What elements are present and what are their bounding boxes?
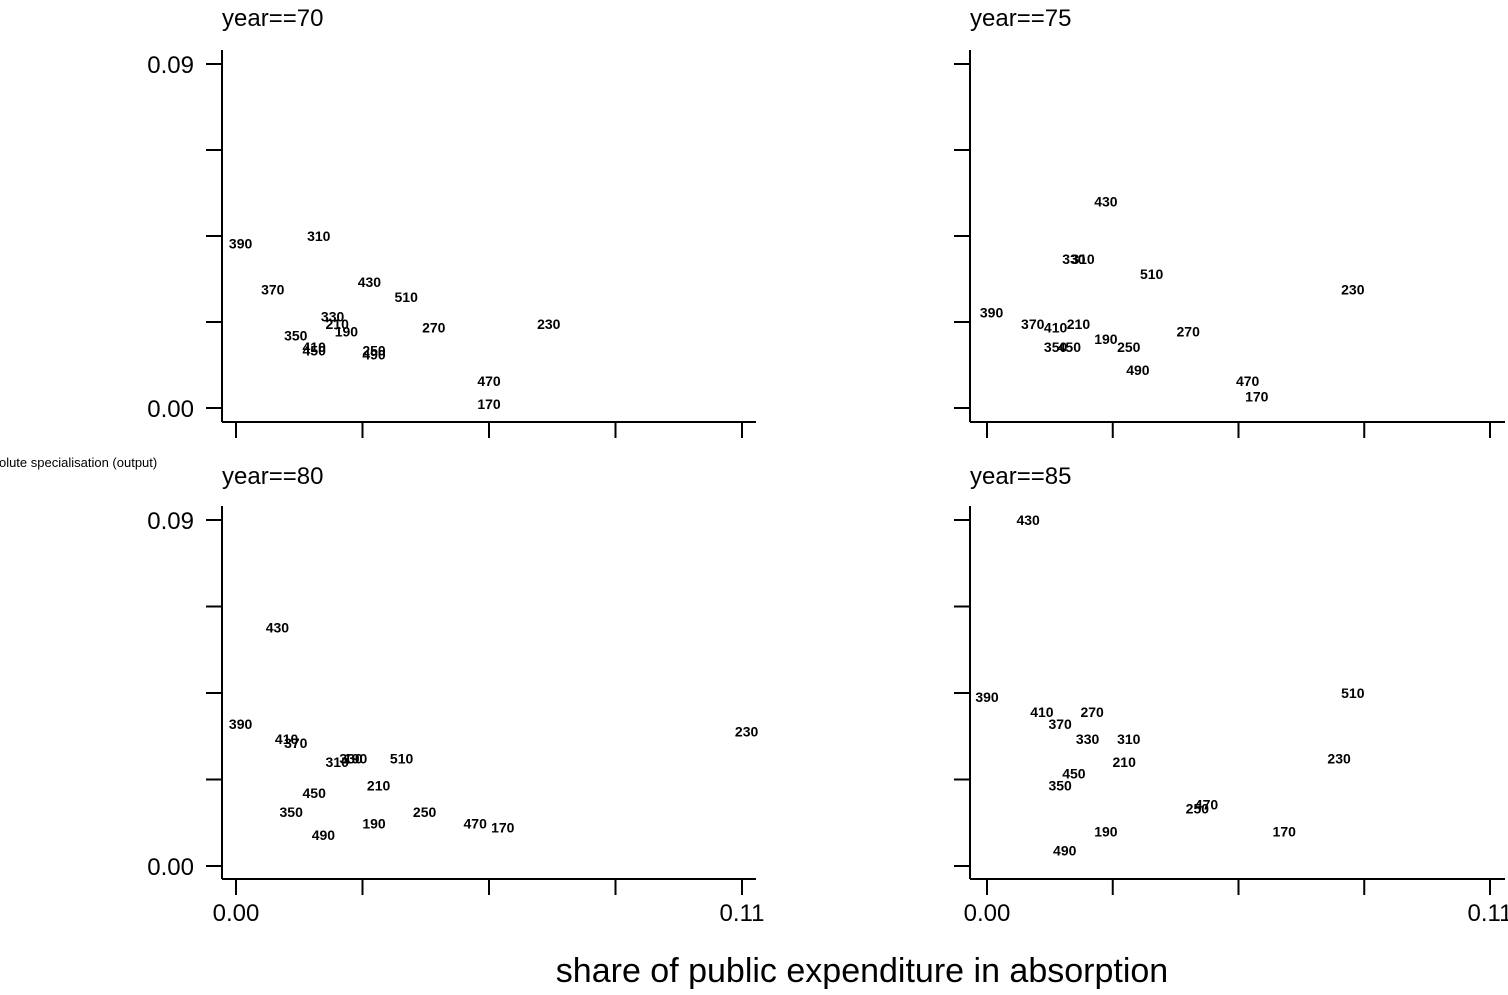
point-label-430: 430 bbox=[1016, 512, 1040, 528]
point-label-490: 490 bbox=[312, 827, 336, 843]
point-label-510: 510 bbox=[1341, 685, 1365, 701]
point-label-210: 210 bbox=[1067, 316, 1091, 332]
y-tick-label: 0.00 bbox=[147, 854, 194, 881]
point-label-430: 430 bbox=[1094, 194, 1118, 210]
point-label-410: 410 bbox=[1044, 320, 1068, 336]
point-label-350: 350 bbox=[284, 327, 308, 343]
point-label-170: 170 bbox=[477, 396, 501, 412]
y-axis-title: absolute specialisation (output) bbox=[0, 455, 157, 470]
point-label-210: 210 bbox=[326, 316, 350, 332]
point-label-470: 470 bbox=[477, 373, 501, 389]
point-label-190: 190 bbox=[344, 750, 368, 766]
x-tick-label: 0.00 bbox=[964, 900, 1011, 927]
point-label-170: 170 bbox=[491, 820, 515, 836]
y-tick-label: 0.00 bbox=[147, 396, 194, 423]
point-label-450: 450 bbox=[1062, 766, 1086, 782]
panel-title: year==80 bbox=[222, 463, 323, 490]
panel-title: year==70 bbox=[222, 5, 323, 32]
point-label-330: 330 bbox=[1076, 731, 1100, 747]
point-label-510: 510 bbox=[390, 750, 414, 766]
point-label-350: 350 bbox=[280, 804, 304, 820]
point-label-270: 270 bbox=[422, 320, 446, 336]
x-tick-label: 0.00 bbox=[213, 900, 260, 927]
point-label-250: 250 bbox=[1117, 339, 1141, 355]
point-label-330: 330 bbox=[339, 750, 363, 766]
point-label-390: 390 bbox=[229, 716, 253, 732]
point-label-230: 230 bbox=[1341, 282, 1365, 298]
point-label-410: 410 bbox=[1030, 704, 1054, 720]
point-label-270: 270 bbox=[1177, 324, 1201, 340]
point-label-190: 190 bbox=[1094, 823, 1118, 839]
point-label-310: 310 bbox=[1071, 251, 1095, 267]
point-label-170: 170 bbox=[1273, 823, 1297, 839]
point-label-310: 310 bbox=[307, 228, 331, 244]
point-label-250: 250 bbox=[362, 343, 386, 359]
point-label-210: 210 bbox=[1113, 754, 1137, 770]
x-axis-title: share of public expenditure in absorptio… bbox=[556, 952, 1168, 990]
point-label-490: 490 bbox=[1126, 362, 1150, 378]
point-label-330: 330 bbox=[1062, 251, 1086, 267]
point-label-410: 410 bbox=[303, 339, 327, 355]
point-label-310: 310 bbox=[1117, 731, 1141, 747]
point-label-230: 230 bbox=[1327, 750, 1351, 766]
point-label-470: 470 bbox=[1236, 373, 1260, 389]
point-label-370: 370 bbox=[1021, 316, 1045, 332]
panel-title: year==75 bbox=[970, 5, 1071, 32]
point-label-410: 410 bbox=[275, 731, 299, 747]
panel-1: year==70 0.00 0.09 390 310 370 430 510 330210190… bbox=[147, 5, 756, 438]
point-label-350: 350 bbox=[1048, 777, 1072, 793]
point-label-250: 250 bbox=[1186, 800, 1210, 816]
point-label-250: 250 bbox=[413, 804, 437, 820]
point-label-510: 510 bbox=[1140, 266, 1164, 282]
x-tick-label: 0.11 bbox=[720, 900, 765, 927]
point-label-450: 450 bbox=[303, 785, 327, 801]
point-label-330: 330 bbox=[321, 308, 345, 324]
point-label-230: 230 bbox=[537, 316, 561, 332]
point-label-450: 450 bbox=[303, 343, 327, 359]
y-tick-label: 0.09 bbox=[147, 508, 194, 535]
point-label-310: 310 bbox=[326, 754, 350, 770]
point-label-370: 370 bbox=[1048, 716, 1072, 732]
x-tick-label: 0.11 bbox=[1468, 900, 1508, 927]
point-label-490: 490 bbox=[1053, 843, 1077, 859]
point-label-390: 390 bbox=[980, 304, 1004, 320]
point-label-470: 470 bbox=[464, 816, 488, 832]
point-label-430: 430 bbox=[266, 620, 290, 636]
point-label-370: 370 bbox=[284, 735, 308, 751]
panel-title: year==85 bbox=[970, 463, 1071, 490]
point-label-490: 490 bbox=[362, 346, 386, 362]
point-label-190: 190 bbox=[335, 324, 359, 340]
point-label-170: 170 bbox=[1245, 389, 1269, 405]
point-label-350: 350 bbox=[1044, 339, 1068, 355]
point-label-390: 390 bbox=[229, 236, 253, 252]
point-label-210: 210 bbox=[367, 777, 391, 793]
y-tick-label: 0.09 bbox=[147, 52, 194, 79]
point-label-510: 510 bbox=[395, 289, 419, 305]
point-label-370: 370 bbox=[261, 282, 285, 298]
point-label-190: 190 bbox=[362, 816, 386, 832]
point-label-470: 470 bbox=[1195, 796, 1219, 812]
point-label-390: 390 bbox=[975, 689, 999, 705]
point-label-430: 430 bbox=[358, 274, 382, 290]
point-label-270: 270 bbox=[1080, 704, 1104, 720]
point-label-450: 450 bbox=[1058, 339, 1082, 355]
point-label-190: 190 bbox=[1094, 331, 1118, 347]
point-label-230: 230 bbox=[735, 723, 759, 739]
